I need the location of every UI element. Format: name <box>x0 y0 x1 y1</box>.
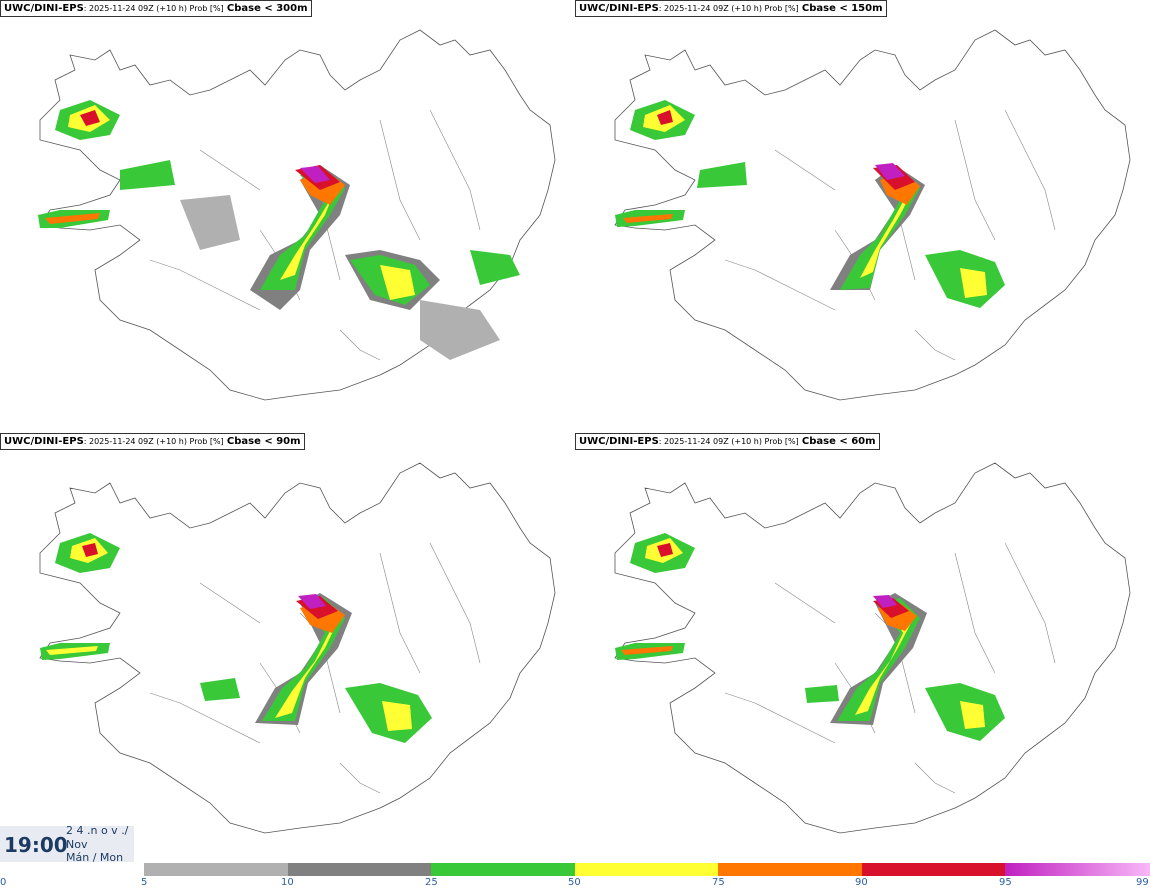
colorbar-tick: 10 <box>281 877 294 888</box>
model-name: UWC/DINI-EPS <box>4 3 84 14</box>
valid-weekday: Mán / Mon <box>66 851 124 864</box>
model-name: UWC/DINI-EPS <box>579 3 659 14</box>
colorbar-segment <box>862 863 1005 876</box>
probability-map <box>614 29 1131 401</box>
model-name: UWC/DINI-EPS <box>579 436 659 447</box>
run-info: : 2025-11-24 09Z (+10 h) Prob [%] <box>658 4 799 13</box>
map-panel-cbase-90: UWC/DINI-EPS: 2025-11-24 09Z (+10 h) Pro… <box>0 433 575 863</box>
map-panel-cbase-150: UWC/DINI-EPS: 2025-11-24 09Z (+10 h) Pro… <box>575 0 1150 430</box>
colorbar-tick: 5 <box>141 877 148 888</box>
valid-time-box: 19:00 2 4 .n o v ./ Nov Mán / Mon <box>0 824 134 864</box>
panel-title: UWC/DINI-EPS: 2025-11-24 09Z (+10 h) Pro… <box>575 433 880 450</box>
probability-map <box>38 29 556 401</box>
probability-colorbar <box>144 863 1150 876</box>
probability-map <box>614 462 1131 834</box>
colorbar-segment <box>288 863 431 876</box>
valid-time: 19:00 <box>4 833 68 857</box>
valid-month: Nov <box>66 838 88 851</box>
colorbar-tick: 75 <box>712 877 725 888</box>
colorbar-tick: 99 <box>1136 877 1149 888</box>
map-panel-cbase-300: UWC/DINI-EPS: 2025-11-24 09Z (+10 h) Pro… <box>0 0 575 430</box>
colorbar-tick: 50 <box>568 877 581 888</box>
threshold-label: Cbase < 90m <box>226 436 301 447</box>
run-info: : 2025-11-24 09Z (+10 h) Prob [%] <box>658 437 799 446</box>
probability-map <box>39 462 556 834</box>
run-info: : 2025-11-24 09Z (+10 h) Prob [%] <box>83 4 224 13</box>
colorbar-segment <box>431 863 575 876</box>
panel-title: UWC/DINI-EPS: 2025-11-24 09Z (+10 h) Pro… <box>0 0 312 17</box>
colorbar-segment <box>144 863 288 876</box>
colorbar-segment <box>575 863 718 876</box>
valid-day: 2 4 .n o v ./ <box>66 824 129 837</box>
threshold-label: Cbase < 300m <box>226 3 308 14</box>
panel-title: UWC/DINI-EPS: 2025-11-24 09Z (+10 h) Pro… <box>575 0 887 17</box>
run-info: : 2025-11-24 09Z (+10 h) Prob [%] <box>83 437 224 446</box>
threshold-label: Cbase < 150m <box>801 3 883 14</box>
colorbar-tick: 25 <box>425 877 438 888</box>
threshold-label: Cbase < 60m <box>801 436 876 447</box>
colorbar-segment <box>718 863 862 876</box>
colorbar-tick: 90 <box>855 877 868 888</box>
colorbar-tick: 0 <box>0 877 7 888</box>
panel-title: UWC/DINI-EPS: 2025-11-24 09Z (+10 h) Pro… <box>0 433 305 450</box>
model-name: UWC/DINI-EPS <box>4 436 84 447</box>
colorbar-segment <box>1005 863 1150 876</box>
colorbar-tick: 95 <box>999 877 1012 888</box>
map-panel-cbase-60: UWC/DINI-EPS: 2025-11-24 09Z (+10 h) Pro… <box>575 433 1150 863</box>
